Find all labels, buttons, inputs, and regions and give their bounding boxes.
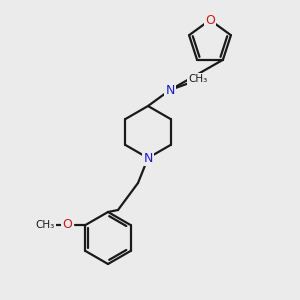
- Text: O: O: [62, 218, 72, 232]
- Text: CH₃: CH₃: [188, 74, 208, 84]
- Text: N: N: [143, 152, 153, 164]
- Text: N: N: [165, 83, 175, 97]
- Text: CH₃: CH₃: [36, 220, 55, 230]
- Text: O: O: [205, 14, 215, 26]
